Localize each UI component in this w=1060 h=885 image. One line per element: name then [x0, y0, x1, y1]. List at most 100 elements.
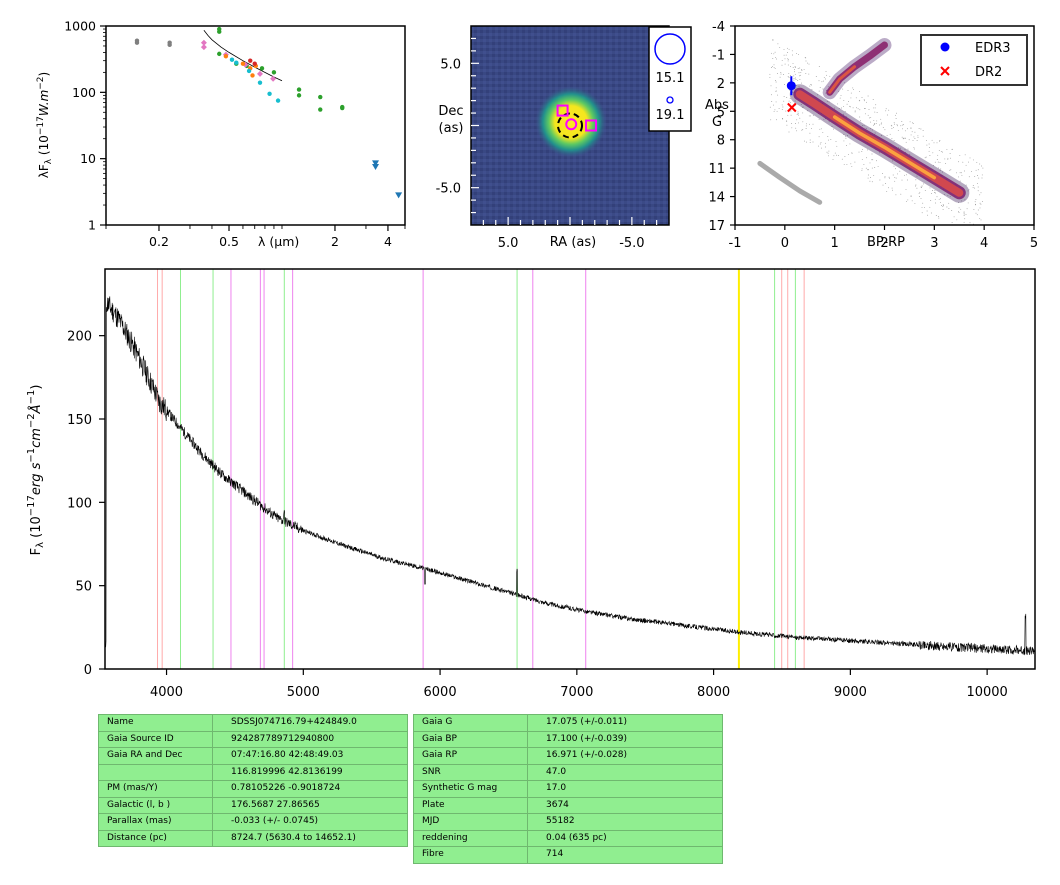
- hrd-giant-branch-core: [828, 65, 857, 94]
- hrd-field-star: [951, 210, 953, 211]
- sed-point: [275, 98, 281, 103]
- hrd-field-star: [827, 139, 829, 141]
- hrd-field-star: [796, 119, 798, 121]
- sed-axes: 1 10 100 1000 0.2 0.5 2 4: [64, 19, 406, 249]
- hrd-field-star: [938, 217, 940, 219]
- spectrum-xtick-label: 9000: [834, 685, 867, 700]
- table-key: reddening: [413, 829, 528, 847]
- hrd-field-star: [926, 144, 928, 146]
- table-row: Distance (pc) 8724.7 (5630.4 to 14652.1): [98, 829, 408, 847]
- hrd-field-star: [916, 140, 918, 141]
- hrd-field-star: [871, 181, 873, 183]
- hrd-field-star: [790, 114, 792, 116]
- sed-point: [200, 44, 207, 51]
- hrd-field-star: [838, 90, 840, 92]
- hrd-field-star: [833, 128, 834, 130]
- hrd-field-star: [861, 158, 863, 160]
- hrd-field-star: [867, 177, 869, 179]
- hrd-field-star: [854, 110, 856, 112]
- hrd-field-star: [809, 139, 811, 141]
- hrd-field-star: [959, 232, 960, 233]
- hrd-xlabel: BP-RP: [867, 235, 905, 250]
- hrd-field-star: [976, 182, 978, 184]
- hrd-field-star: [963, 213, 965, 215]
- hrd-field-star: [920, 128, 922, 130]
- hrd-field-star: [787, 52, 789, 53]
- hrd-field-star: [949, 169, 951, 171]
- spectrum-ytick-label: 100: [67, 496, 92, 511]
- hrd-field-star: [930, 200, 932, 201]
- hrd-field-star: [914, 138, 916, 139]
- hrd-xtick-label: 5: [1030, 236, 1038, 251]
- sed-ylabel: λFλ (10−17W.m−2): [36, 72, 54, 178]
- hrd-field-star: [795, 123, 796, 124]
- table-key: Fibre: [413, 846, 528, 864]
- hrd-field-star: [972, 159, 974, 161]
- hrd-field-star: [786, 97, 788, 98]
- hrd-field-star: [894, 180, 896, 182]
- hrd-field-star: [918, 196, 920, 197]
- hrd-field-star: [945, 226, 946, 227]
- hrd-field-star: [944, 158, 946, 160]
- hrd-field-star: [782, 106, 784, 108]
- hrd-field-star: [978, 177, 980, 179]
- hrd-field-star: [865, 127, 867, 129]
- hrd-field-star: [859, 109, 861, 111]
- spectrum-xtick-label: 4000: [150, 685, 183, 700]
- hrd-field-star: [912, 122, 914, 124]
- hrd-field-star: [971, 170, 972, 172]
- hrd-field-star: [771, 101, 773, 102]
- hrd-dr2-stroke: [787, 102, 797, 113]
- hrd-field-star: [776, 73, 778, 75]
- hrd-field-star: [958, 176, 959, 178]
- hrd-field-star: [830, 139, 832, 141]
- hrd-field-star: [964, 154, 966, 156]
- hrd-field-star: [972, 187, 974, 189]
- hrd-field-star: [929, 206, 931, 208]
- image-source-square: [585, 119, 598, 132]
- hrd-field-star: [897, 129, 899, 131]
- hrd-field-star: [876, 160, 877, 162]
- hrd-field-star: [896, 112, 897, 114]
- table-value: 47.0: [527, 763, 723, 781]
- hrd-field-star: [943, 193, 945, 195]
- hrd-field-star: [798, 122, 799, 124]
- hrd-field-star: [801, 69, 803, 70]
- hrd-xtick-label: 4: [980, 236, 988, 251]
- hrd-field-star: [961, 174, 963, 176]
- sed-point: [252, 61, 257, 66]
- hrd-field-star: [976, 214, 978, 216]
- hrd-field-star: [963, 215, 965, 216]
- hrd-field-star: [777, 43, 779, 45]
- hrd-legend-box: [920, 34, 1028, 86]
- legend-small-circle-icon: [666, 96, 674, 104]
- hrd-field-star: [928, 147, 930, 149]
- hrd-field-star: [793, 78, 795, 79]
- hrd-field-star: [797, 68, 799, 69]
- hrd-field-star: [872, 124, 874, 126]
- hrd-field-star: [958, 202, 960, 203]
- hrd-field-star: [870, 177, 872, 178]
- hrd-field-star: [773, 104, 774, 106]
- hrd-field-star: [815, 76, 817, 77]
- hrd-field-star: [920, 198, 922, 200]
- hrd-field-star: [828, 155, 829, 157]
- hrd-field-star: [860, 120, 862, 122]
- spectrum-xtick-label: 5000: [287, 685, 320, 700]
- hrd-field-star: [949, 153, 951, 154]
- hrd-edr3-point: [786, 81, 796, 91]
- hrd-field-star: [826, 100, 828, 102]
- hrd-field-star: [859, 116, 861, 118]
- hrd-field-star: [921, 206, 923, 208]
- hrd-field-star: [813, 114, 814, 116]
- hrd-field-star: [922, 135, 924, 137]
- table-row: Fibre 714: [413, 846, 723, 864]
- spectrum-axes: 4000 5000 6000 7000 8000 9000 10000 0 50 100 150 20…: [67, 330, 1008, 700]
- hrd-field-star: [980, 219, 982, 221]
- hrd-field-star: [886, 114, 888, 116]
- hrd-field-star: [801, 70, 803, 71]
- hrd-field-star: [805, 73, 807, 75]
- hrd-ylabel-line1: Abs: [705, 98, 729, 113]
- hrd-field-star: [950, 169, 952, 171]
- hrd-field-star: [942, 203, 944, 205]
